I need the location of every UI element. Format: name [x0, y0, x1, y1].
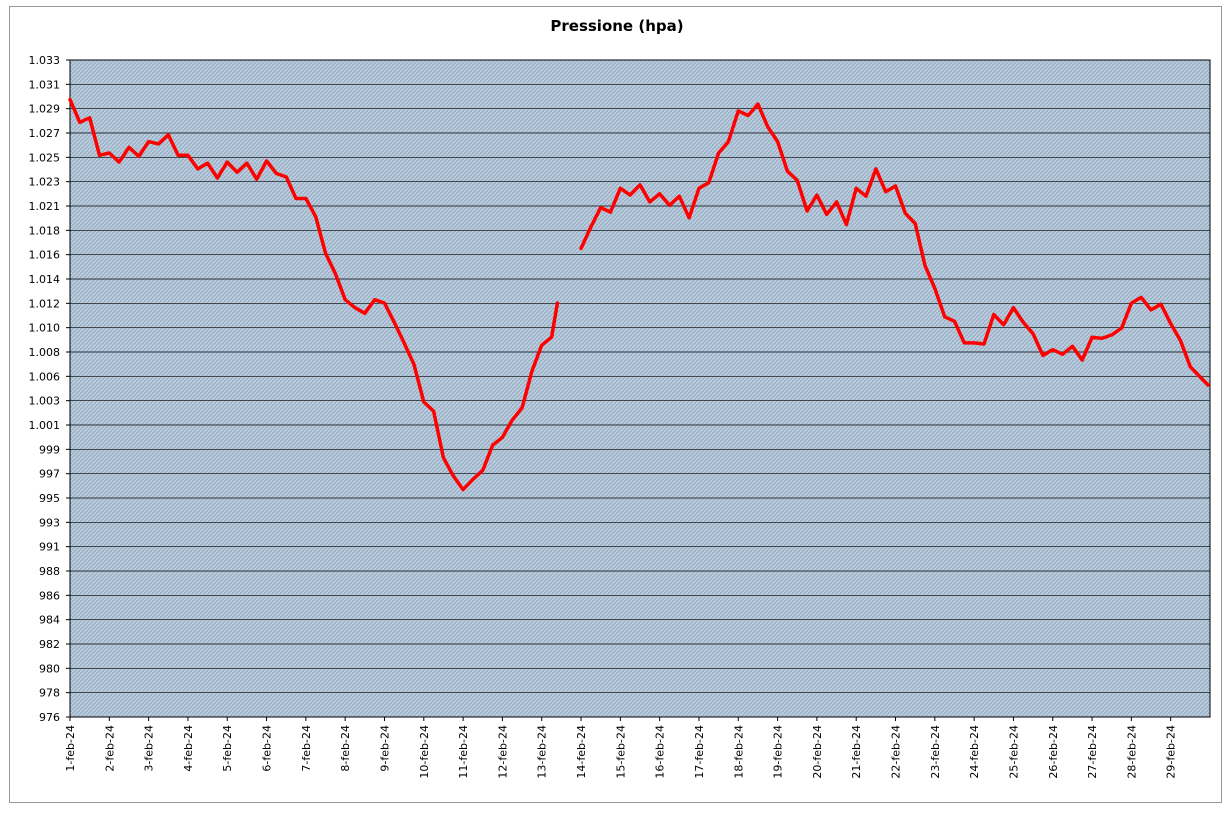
x-tick-label: 24-feb-24 — [968, 725, 981, 779]
y-tick-label: 1.033 — [29, 54, 61, 67]
x-tick-label: 19-feb-24 — [772, 725, 785, 779]
y-tick-label: 991 — [39, 541, 60, 554]
y-tick-label: 976 — [39, 711, 60, 724]
y-tick-label: 997 — [39, 468, 60, 481]
y-tick-label: 978 — [39, 687, 60, 700]
y-tick-label: 1.001 — [29, 419, 61, 432]
x-tick-label: 15-feb-24 — [614, 725, 627, 779]
x-tick-label: 25-feb-24 — [1007, 725, 1020, 779]
x-tick-label: 10-feb-24 — [418, 725, 431, 779]
x-tick-label: 1-feb-24 — [64, 725, 77, 772]
x-tick-label: 9-feb-24 — [378, 725, 391, 772]
x-tick-label: 6-feb-24 — [261, 725, 274, 772]
y-tick-label: 1.031 — [29, 78, 61, 91]
x-tick-label: 7-feb-24 — [300, 725, 313, 772]
x-tick-label: 18-feb-24 — [732, 725, 745, 779]
x-tick-label: 4-feb-24 — [182, 725, 195, 772]
x-tick-label: 8-feb-24 — [339, 725, 352, 772]
y-tick-label: 1.012 — [29, 297, 61, 310]
y-tick-label: 999 — [39, 443, 60, 456]
x-tick-label: 12-feb-24 — [496, 725, 509, 779]
x-tick-label: 3-feb-24 — [143, 725, 156, 772]
y-tick-label: 993 — [39, 516, 60, 529]
x-tick-label: 28-feb-24 — [1125, 725, 1138, 779]
y-tick-label: 988 — [39, 565, 60, 578]
y-tick-label: 995 — [39, 492, 60, 505]
x-tick-label: 11-feb-24 — [457, 725, 470, 779]
x-tick-label: 21-feb-24 — [850, 725, 863, 779]
plot-area — [69, 59, 1211, 718]
x-tick-label: 29-feb-24 — [1165, 725, 1178, 779]
y-tick-label: 982 — [39, 638, 60, 651]
y-tick-label: 980 — [39, 662, 60, 675]
x-tick-label: 20-feb-24 — [811, 725, 824, 779]
y-tick-label: 984 — [39, 614, 60, 627]
y-tick-label: 1.025 — [29, 151, 61, 164]
x-tick-label: 27-feb-24 — [1086, 725, 1099, 779]
y-tick-label: 1.006 — [29, 370, 61, 383]
y-tick-label: 1.008 — [29, 346, 61, 359]
y-tick-label: 1.018 — [29, 224, 61, 237]
x-tick-label: 16-feb-24 — [654, 725, 667, 779]
x-tick-label: 14-feb-24 — [575, 725, 588, 779]
x-tick-label: 2-feb-24 — [103, 725, 116, 772]
y-tick-label: 1.003 — [29, 395, 61, 408]
y-tick-label: 1.023 — [29, 176, 61, 189]
chart-title: Pressione (hpa) — [550, 17, 683, 35]
x-tick-label: 23-feb-24 — [929, 725, 942, 779]
y-tick-label: 1.014 — [29, 273, 61, 286]
x-tick-label: 5-feb-24 — [221, 725, 234, 772]
y-tick-label: 1.016 — [29, 249, 61, 262]
y-tick-label: 986 — [39, 589, 60, 602]
line-series — [68, 97, 1210, 492]
y-tick-label: 1.029 — [29, 103, 61, 116]
x-tick-label: 26-feb-24 — [1047, 725, 1060, 779]
y-tick-label: 1.010 — [29, 322, 61, 335]
x-tick-label: 22-feb-24 — [890, 725, 903, 779]
x-tick-label: 13-feb-24 — [536, 725, 549, 779]
y-tick-label: 1.021 — [29, 200, 61, 213]
y-tick-label: 1.027 — [29, 127, 61, 140]
x-tick-label: 17-feb-24 — [693, 725, 706, 779]
